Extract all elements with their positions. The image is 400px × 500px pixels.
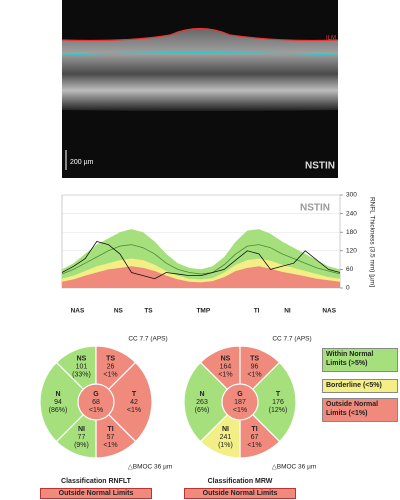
global-sector: [77, 383, 115, 421]
sector-name: TS: [106, 356, 115, 363]
diagram-header: CC 7.7 (APS): [272, 336, 311, 343]
center-name: G: [237, 391, 243, 398]
y-axis-label: RNFL Thickness (3.5 mm) [µm]: [368, 197, 375, 287]
y-tick-label: 180: [346, 229, 357, 236]
global-sector: [221, 383, 259, 421]
sector-percent: <1%: [247, 442, 261, 449]
x-tick-label: NAS: [71, 308, 85, 315]
sector-value: 77: [78, 434, 86, 441]
sector: [183, 361, 241, 443]
classification-result: Outside Normal Limits: [184, 488, 296, 499]
y-tick-label: 240: [346, 210, 357, 217]
y-tick-label: 60: [346, 266, 354, 273]
sector-value: 57: [107, 434, 115, 441]
sector-percent: <1%: [247, 372, 261, 379]
sector-value: 101: [76, 364, 88, 371]
y-tick-label: 120: [346, 248, 357, 255]
sector-name: N: [199, 391, 204, 398]
x-tick-label: TI: [254, 308, 260, 315]
sector-name: NS: [221, 356, 231, 363]
sector-percent: <1%: [103, 442, 117, 449]
x-tick-label: TS: [144, 308, 153, 315]
thickness-line: [61, 244, 341, 275]
sector-name: N: [55, 391, 60, 398]
x-tick-label: NI: [284, 308, 291, 315]
x-tick-label: NAS: [322, 308, 336, 315]
scan-label: NSTIN: [305, 161, 335, 172]
sector-name: TI: [107, 426, 113, 433]
sector-value: 94: [54, 399, 62, 406]
classification: Classification RNFLT: [61, 478, 132, 485]
sector: [95, 361, 153, 443]
sector-percent: (9%): [74, 442, 89, 449]
center-value: 187: [234, 399, 246, 406]
sector-name: T: [276, 391, 281, 398]
sector-name: NI: [78, 426, 85, 433]
sector-value: 96: [251, 364, 259, 371]
sector-percent: (6%): [195, 407, 210, 414]
x-tick-label: TMP: [196, 308, 210, 315]
legend-item: Borderline (<5%): [322, 379, 398, 393]
classification: Classification MRW: [208, 478, 273, 485]
sector-name: T: [132, 391, 137, 398]
normal-band: [62, 266, 340, 288]
y-tick-label: 300: [346, 192, 357, 199]
sector-value: 241: [220, 434, 232, 441]
sector: [239, 361, 297, 443]
sector-value: 26: [107, 364, 115, 371]
classification-result: Outside Normal Limits: [40, 488, 152, 499]
rnfl-line: [61, 52, 339, 56]
diagram-footer: △BMOC 36 µm: [128, 464, 173, 471]
sector-percent: (1%): [218, 442, 233, 449]
center-name: G: [93, 391, 99, 398]
layer-label: ILM: [326, 36, 336, 42]
sector-percent: <1%: [127, 407, 141, 414]
sector-percent: <1%: [103, 372, 117, 379]
x-tick-label: NS: [114, 308, 124, 315]
sector-name: TS: [250, 356, 259, 363]
sector-name: NS: [77, 356, 87, 363]
center-percent: <1%: [233, 407, 247, 414]
sector-name: NI: [222, 426, 229, 433]
retina-layers: [62, 28, 338, 111]
diagram-footer: △BMOC 36 µm: [272, 464, 317, 471]
y-tick-label: 0: [346, 285, 350, 292]
sector-value: 176: [272, 399, 284, 406]
sector-value: 42: [130, 399, 138, 406]
center-percent: <1%: [89, 407, 103, 414]
diagram-header: CC 7.7 (APS): [128, 336, 167, 343]
legend-item: Within Normal Limits (>5%): [322, 348, 398, 372]
legend-item: Outside Normal Limits (<1%): [322, 398, 398, 422]
sector-value: 164: [220, 364, 232, 371]
sector-percent: (33%): [72, 372, 91, 379]
sector-percent: <1%: [218, 372, 232, 379]
sector-percent: (86%): [49, 407, 68, 414]
ilm-line: [61, 27, 339, 42]
thickness-line: [61, 241, 341, 280]
chart-label: NSTIN: [300, 203, 330, 214]
sector-value: 67: [251, 434, 259, 441]
sector-name: TI: [251, 426, 257, 433]
sector-value: 263: [196, 399, 208, 406]
sector: [39, 361, 97, 443]
sector-percent: (12%): [269, 407, 288, 414]
center-value: 68: [92, 399, 100, 406]
scale-label: 200 µm: [70, 159, 94, 166]
